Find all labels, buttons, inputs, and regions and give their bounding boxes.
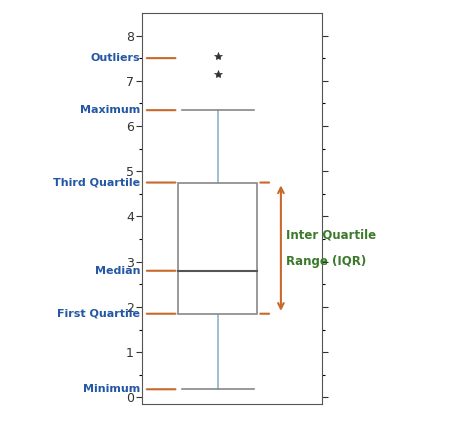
Text: Median: Median (95, 266, 140, 276)
Text: Outliers: Outliers (91, 53, 140, 63)
Text: Third Quartile: Third Quartile (53, 178, 140, 187)
Text: First Quartile: First Quartile (57, 309, 140, 319)
Text: Minimum: Minimum (83, 384, 140, 394)
Text: Inter Quartile: Inter Quartile (286, 228, 376, 241)
Text: Range (IQR): Range (IQR) (286, 255, 366, 268)
Text: Maximum: Maximum (80, 105, 140, 115)
Bar (178, 183, 257, 314)
